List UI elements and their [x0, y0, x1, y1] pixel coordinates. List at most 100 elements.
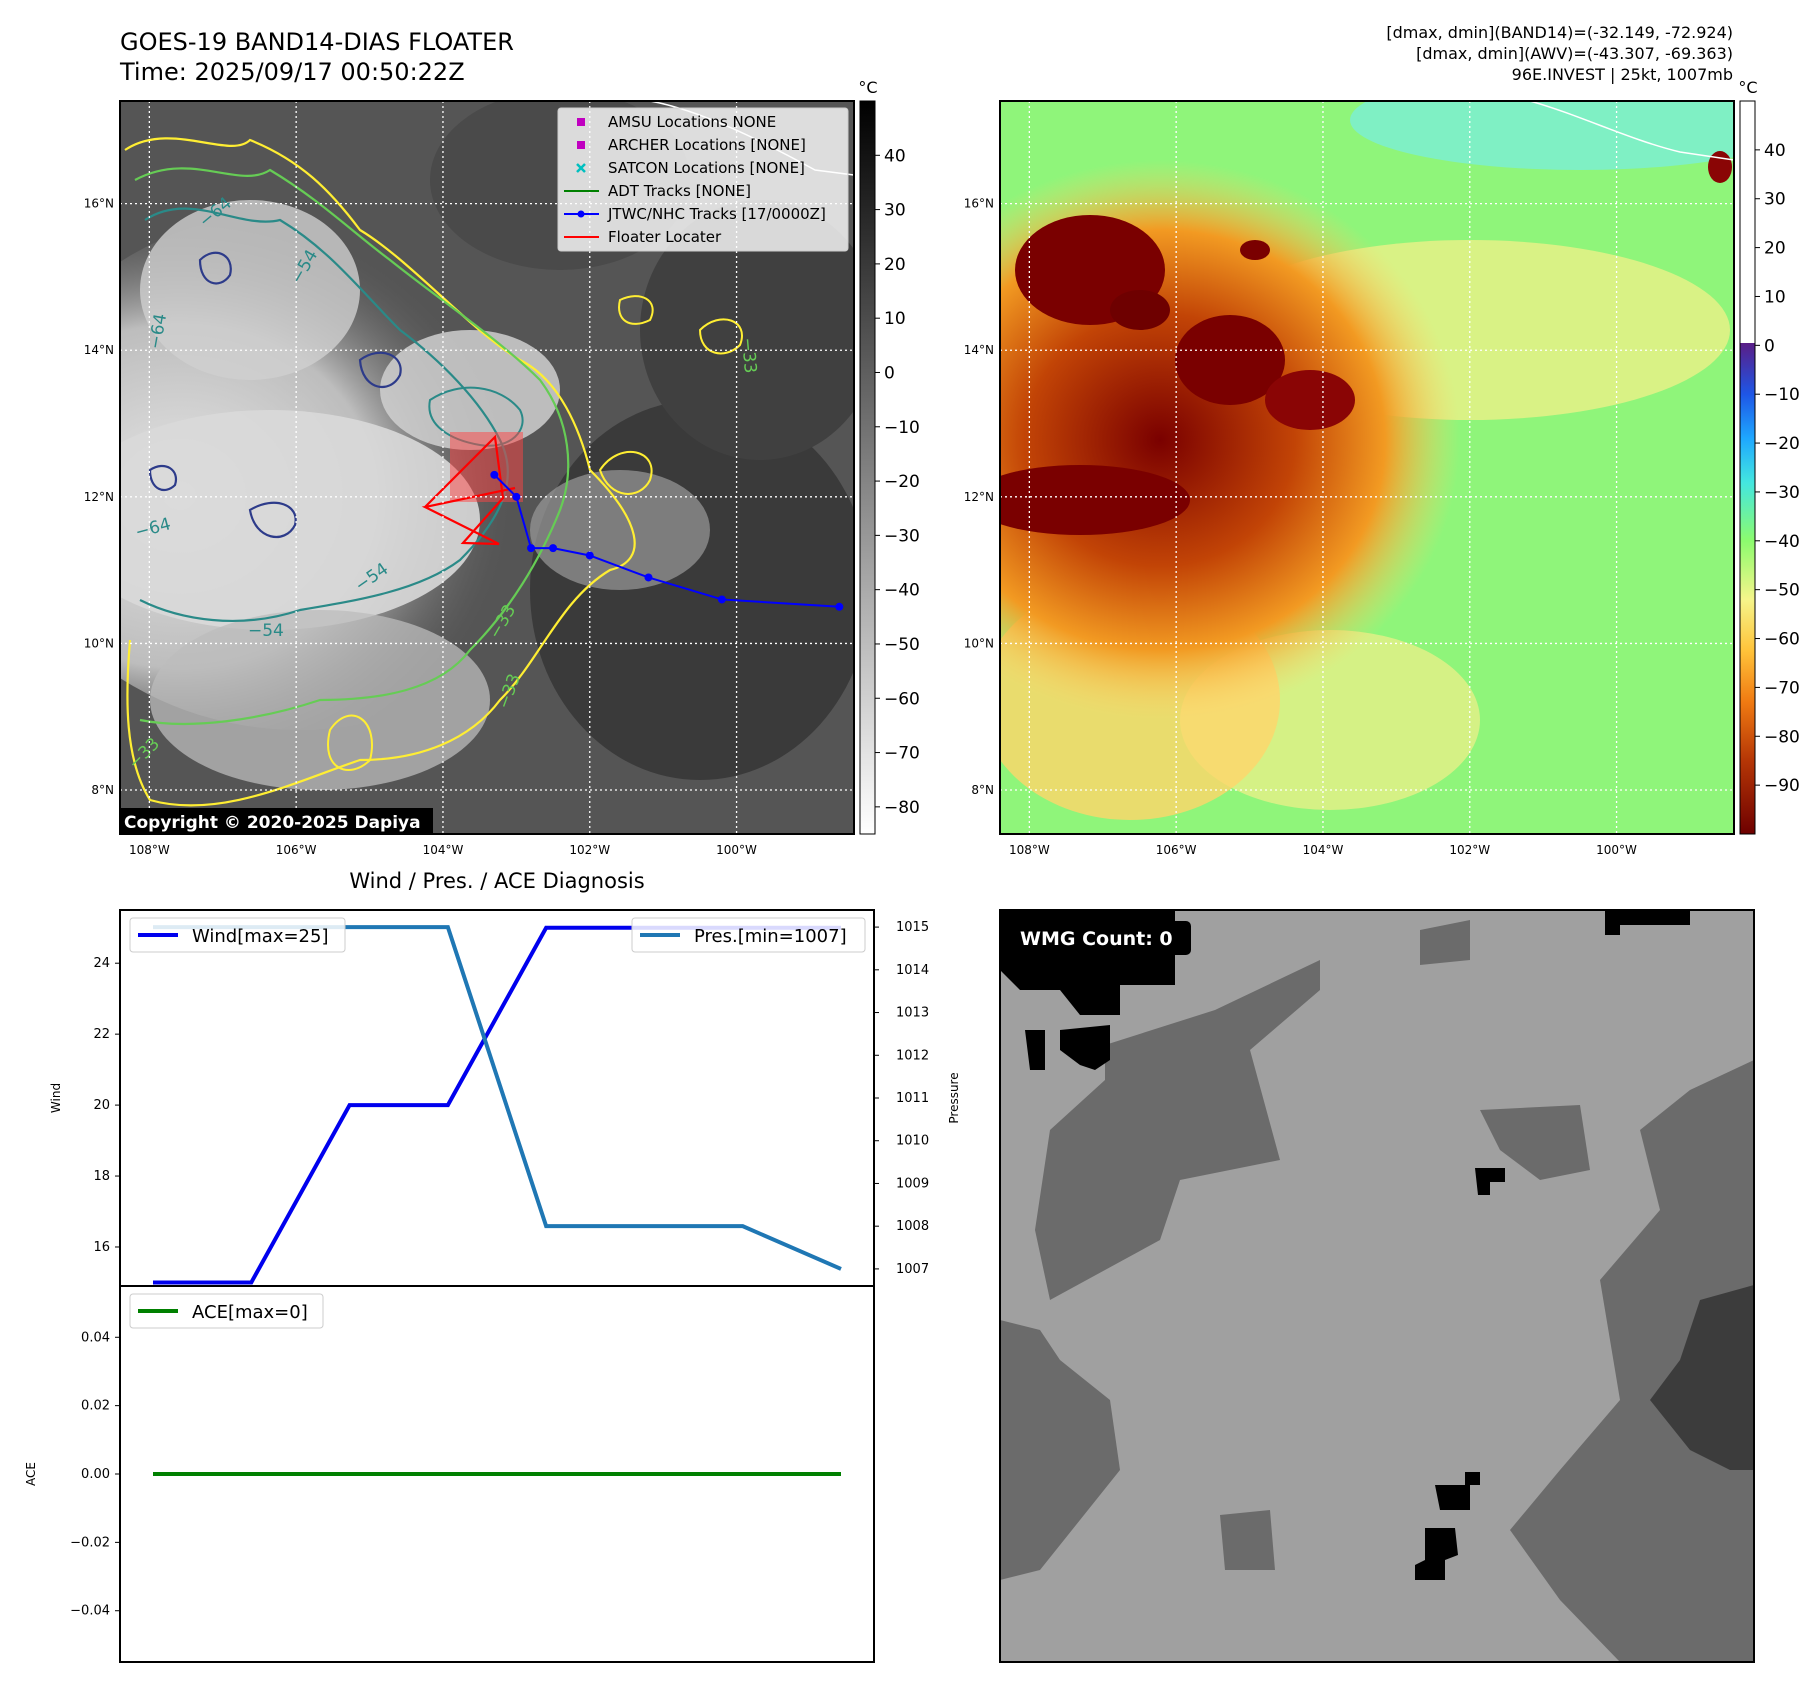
colorbar-tick-label: 20 [1764, 239, 1786, 259]
wmg-count-label: WMG Count: 0 [1020, 928, 1173, 950]
colorbar-tick-label: 10 [1764, 287, 1786, 307]
colorbar-tick-label: 30 [1764, 190, 1786, 210]
legend-marker-x [576, 163, 586, 173]
awv-cyan-region [1350, 101, 1734, 170]
ir-legend: AMSU Locations NONE ARCHER Locations [NON… [557, 107, 849, 252]
wind-legend: Wind[max=25] [129, 917, 346, 953]
awv-colorbar-unit: °C [1738, 78, 1757, 97]
coastline [1529, 101, 1734, 161]
pressure-legend-box [631, 917, 866, 953]
jtwc-track-point [585, 551, 594, 560]
ace-tick-label: −0.02 [70, 1535, 110, 1550]
colorbar-tick-label: 30 [884, 201, 906, 221]
awv-moist-core [1708, 151, 1732, 183]
ir-cloud-mass [120, 410, 480, 630]
wind-legend-box [129, 917, 346, 953]
contour-navy [148, 251, 402, 539]
awv-lat-tick-label: 14°N [964, 343, 994, 357]
info-line-storm: 96E.INVEST | 25kt, 1007mb [1512, 65, 1733, 84]
colorbar-tick-label: −60 [884, 689, 920, 709]
awv-moist-core [1240, 240, 1270, 260]
pressure-legend-label: Pres.[min=1007] [694, 926, 847, 947]
colorbar-tick-label: −50 [884, 635, 920, 655]
ace-chart: ACE 0.04 0.02 0.00 −0.02 −0.04 ACE[max=0] [24, 1285, 875, 1663]
info-line-band14: [dmax, dmin](BAND14)=(-32.149, -72.924) [1386, 23, 1733, 42]
wmg-region-black [1605, 910, 1690, 935]
wmg-panel: WMG Count: 0 [999, 909, 1755, 1663]
wind-pressure-plot-area [119, 909, 875, 1287]
colorbar-tick-label: 40 [1764, 141, 1786, 161]
pressure-tick-label: 1014 [896, 963, 929, 978]
colorbar-tick-label: −80 [884, 798, 920, 818]
jtwc-track-point [490, 470, 499, 479]
ir-lon-tick-label: 106°W [276, 843, 317, 857]
colorbar-tick-label: 10 [884, 309, 906, 329]
pressure-tick-label: 1015 [896, 920, 929, 935]
wind-legend-label: Wind[max=25] [192, 926, 329, 947]
legend-marker-square [577, 141, 585, 149]
jtwc-track-point [717, 595, 726, 604]
pressure-tick-label: 1012 [896, 1048, 929, 1063]
awv-lon-tick-label: 108°W [1009, 843, 1050, 857]
jtwc-track-point [527, 544, 536, 553]
wmg-region-black [1435, 1472, 1480, 1510]
pressure-tick-label: 1013 [896, 1006, 929, 1021]
contour-label: −33 [737, 337, 760, 374]
ir-lon-tick-label: 104°W [423, 843, 464, 857]
jtwc-track-point [549, 544, 558, 553]
contour-yellow [124, 137, 636, 807]
wind-tick-label: 18 [93, 1169, 110, 1184]
jtwc-track-line [493, 474, 840, 608]
ir-lat-tick-label: 12°N [84, 490, 114, 504]
ir-cloud-mass [140, 200, 360, 380]
wmg-frame [999, 909, 1755, 1663]
ace-legend-box [129, 1293, 324, 1329]
wmg-region-dark [1220, 1510, 1275, 1570]
ir-map-frame [119, 100, 855, 835]
ir-lon-tick-label: 102°W [569, 843, 610, 857]
ace-axis-label: ACE [24, 1462, 38, 1486]
awv-colorbar-bar [1739, 100, 1756, 835]
awv-moist-region [1000, 160, 1460, 720]
ir-lat-tick-label: 16°N [84, 197, 114, 211]
wmg-region-black [1475, 1168, 1505, 1195]
awv-lat-tick-label: 10°N [964, 636, 994, 650]
wmg-region-black [1025, 1030, 1045, 1070]
figure-title-line1: GOES-19 BAND14-DIAS FLOATER [120, 28, 514, 56]
legend-label: SATCON Locations [NONE] [608, 159, 805, 177]
legend-label: Floater Locater [608, 228, 722, 246]
awv-moist-core [1000, 465, 1190, 535]
awv-lon-tick-label: 100°W [1596, 843, 1637, 857]
colorbar-tick-label: −70 [1764, 678, 1800, 698]
colorbar-tick-label: −90 [1764, 776, 1800, 796]
colorbar-tick-label: −40 [884, 581, 920, 601]
pressure-legend: Pres.[min=1007] [631, 917, 866, 953]
colorbar-tick-label: −50 [1764, 581, 1800, 601]
wmg-region-black [1415, 1528, 1458, 1580]
colorbar-tick-label: −40 [1764, 532, 1800, 552]
awv-moist-core [1265, 370, 1355, 430]
colorbar-tick-label: −70 [884, 744, 920, 764]
wind-tick-label: 20 [93, 1098, 110, 1113]
wind-axis-label: Wind [49, 1083, 63, 1113]
ir-map-panel: −64 −64 −64 −54 −54 −54 −33 −33 −33 −33 … [119, 100, 855, 835]
awv-lat-tick-label: 16°N [964, 197, 994, 211]
awv-lat-tick-label: 8°N [971, 783, 994, 797]
wmg-count-box [1011, 921, 1191, 955]
contour-label: −54 [248, 621, 284, 641]
colorbar-tick-label: 20 [884, 255, 906, 275]
ir-lat-tick-label: 14°N [84, 343, 114, 357]
figure-title-line2: Time: 2025/09/17 00:50:22Z [119, 58, 465, 86]
awv-colorbar: °C 40 30 20 10 0 −10 −20 −30 −40 −50 −60 −70 −80 −90 [1738, 78, 1800, 835]
wmg-region-dark [1480, 1105, 1590, 1180]
colorbar-tick-label: 40 [884, 146, 906, 166]
ir-lon-tick-label: 108°W [129, 843, 170, 857]
pressure-tick-label: 1008 [896, 1219, 929, 1234]
ir-lat-tick-label: 10°N [84, 636, 114, 650]
ace-legend: ACE[max=0] [129, 1293, 324, 1329]
colorbar-tick-label: −20 [884, 472, 920, 492]
wmg-region-dark [1510, 1060, 1754, 1662]
legend-marker-square [577, 118, 585, 126]
ir-cloud-mass [380, 330, 560, 450]
